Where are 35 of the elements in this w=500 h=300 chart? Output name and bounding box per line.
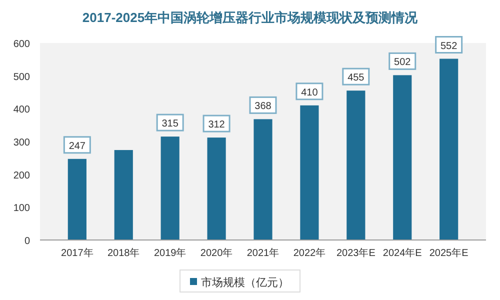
bar: [393, 75, 412, 240]
data-label: 410: [301, 87, 318, 98]
x-tick-label: 2018年: [108, 247, 140, 259]
y-tick-label: 0: [24, 236, 30, 247]
x-tick-label: 2021年: [246, 247, 280, 259]
y-tick-label: 400: [13, 104, 30, 116]
x-tick-label: 2020年: [200, 247, 233, 259]
bar: [114, 150, 133, 240]
data-label: 502: [394, 57, 412, 68]
data-label: 552: [440, 40, 458, 52]
x-tick-label: 2024年E: [382, 247, 422, 259]
data-label: 247: [68, 140, 86, 152]
x-tick-label: 2022年: [293, 247, 326, 259]
bar: [300, 105, 319, 240]
x-tick-label: 2023年E: [336, 247, 376, 259]
y-tick-label: 200: [13, 170, 30, 182]
bar: [254, 119, 272, 240]
data-label: 312: [208, 120, 226, 131]
bar: [160, 136, 180, 240]
y-tick-label: 600: [13, 39, 30, 50]
bar: [440, 58, 458, 240]
data-label: 455: [348, 72, 365, 84]
legend-label: 市场规模（亿元）: [201, 276, 289, 289]
data-label: 315: [162, 118, 179, 130]
chart-title: 2017-2025年中国涡轮增压器行业市场规模现状及预测情况: [82, 10, 419, 25]
bar: [346, 90, 366, 240]
bar: [68, 158, 86, 240]
x-tick-label: 2017年: [61, 247, 94, 259]
x-tick-label: 2025年E: [429, 247, 469, 259]
x-tick-label: 2019年: [154, 247, 186, 259]
y-tick-label: 300: [13, 138, 30, 148]
data-label: 368: [254, 101, 272, 112]
bar: [207, 138, 226, 240]
y-tick-label: 100: [13, 203, 30, 214]
y-tick-label: 500: [13, 72, 30, 83]
